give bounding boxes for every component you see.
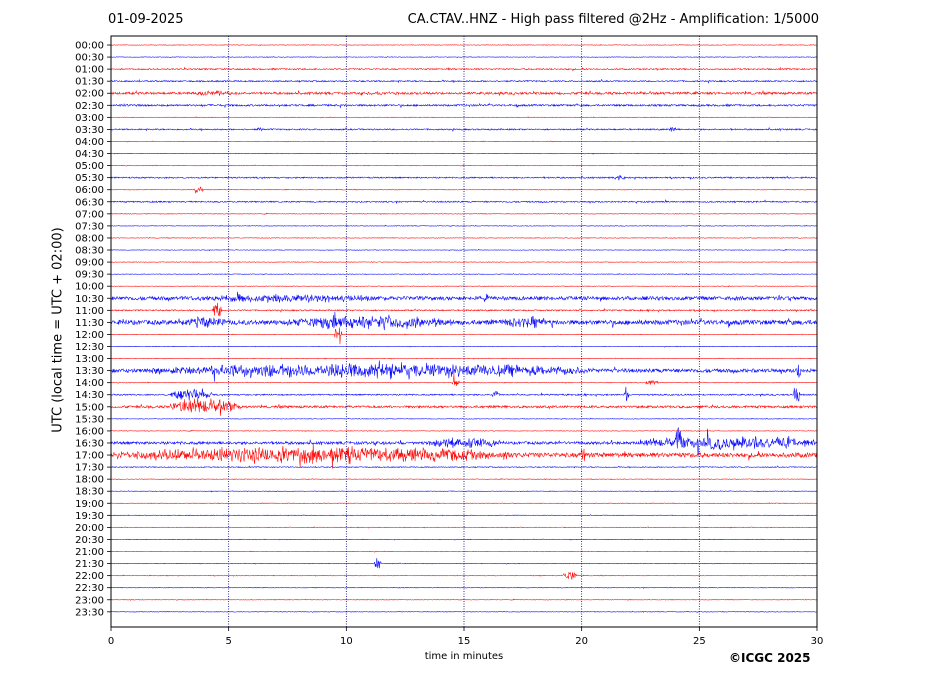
trace-row-2230 [110,586,818,589]
y-tick-label: 11:30 [75,318,104,329]
y-tick-label: 18:00 [75,475,104,486]
y-tick-label: 21:30 [75,559,104,570]
trace-row-1430 [110,386,818,402]
y-tick-label: 20:00 [75,523,104,534]
y-tick-label: 17:00 [75,451,104,462]
y-tick-label: 00:00 [75,41,104,52]
y-tick-label: 07:30 [75,221,104,232]
trace-row-1400 [110,373,818,387]
y-tick-label: 15:30 [75,414,104,425]
copyright-notice: ©ICGC 2025 [729,651,811,665]
y-tick-label: 08:30 [75,246,104,257]
x-tick-label: 15 [458,636,471,647]
x-tick-label: 30 [811,636,824,647]
y-tick-label: 04:30 [75,149,104,160]
y-tick-label: 11:00 [75,306,104,317]
y-tick-label: 19:30 [75,511,104,522]
trace-row-1100 [110,302,818,317]
y-tick-label: 06:00 [75,185,104,196]
plot-frame [110,35,818,628]
tick-group: 00:0000:3001:0001:3002:0002:3003:0003:30… [75,41,823,648]
y-tick-label: 20:30 [75,535,104,546]
x-tick-label: 25 [693,636,706,647]
y-tick-label: 14:30 [75,390,104,401]
y-tick-label: 01:30 [75,77,104,88]
trace-row-1930 [110,514,817,517]
x-tick-label: 0 [108,636,114,647]
y-tick-label: 06:30 [75,197,104,208]
trace-row-0500 [110,164,818,167]
y-tick-label: 22:00 [75,571,104,582]
y-tick-label: 23:30 [75,607,104,618]
y-tick-label: 08:00 [75,233,104,244]
y-tick-label: 10:30 [75,294,104,305]
y-tick-label: 15:00 [75,402,104,413]
y-tick-label: 09:30 [75,270,104,281]
y-tick-label: 02:00 [75,89,104,100]
chart-title: CA.CTAV..HNZ - High pass filtered @2Hz -… [407,12,819,27]
y-tick-label: 02:30 [75,101,104,112]
y-tick-label: 19:00 [75,499,104,510]
y-tick-label: 07:00 [75,209,104,220]
y-tick-label: 04:00 [75,137,104,148]
trace-row-0830 [110,248,818,252]
y-tick-label: 18:30 [75,487,104,498]
y-tick-label: 12:00 [75,330,104,341]
y-tick-label: 00:30 [75,53,104,64]
y-tick-label: 13:00 [75,354,104,365]
trace-row-0000 [110,43,818,47]
trace-row-0600 [110,186,818,194]
x-tick-label: 10 [340,636,353,647]
y-tick-label: 13:30 [75,366,104,377]
y-tick-label: 05:30 [75,173,104,184]
y-tick-label: 22:30 [75,583,104,594]
trace-row-0300 [110,116,818,119]
x-axis-label: time in minutes [424,651,504,662]
y-tick-label: 16:00 [75,426,104,437]
y-tick-label: 21:00 [75,547,104,558]
y-tick-label: 09:00 [75,258,104,269]
x-tick-label: 20 [575,636,588,647]
record-date: 01-09-2025 [108,12,184,27]
trace-row-1130 [110,311,818,331]
trace-row-2200 [110,572,818,580]
y-tick-label: 03:00 [75,113,104,124]
y-tick-label: 03:30 [75,125,104,136]
trace-row-0230 [110,102,818,109]
trace-row-0530 [110,174,818,181]
y-tick-label: 17:30 [75,463,104,474]
y-tick-label: 05:00 [75,161,104,172]
trace-row-0800 [110,236,818,239]
y-tick-label: 16:30 [75,438,104,449]
y-tick-label: 14:00 [75,378,104,389]
grid-group [228,36,700,627]
x-tick-label: 5 [225,636,231,647]
trace-group [110,43,818,613]
y-tick-label: 01:00 [75,65,104,76]
y-tick-label: 12:30 [75,342,104,353]
y-tick-label: 23:00 [75,595,104,606]
trace-row-2000 [110,526,818,529]
trace-row-2300 [110,598,818,601]
y-tick-label: 10:00 [75,282,104,293]
